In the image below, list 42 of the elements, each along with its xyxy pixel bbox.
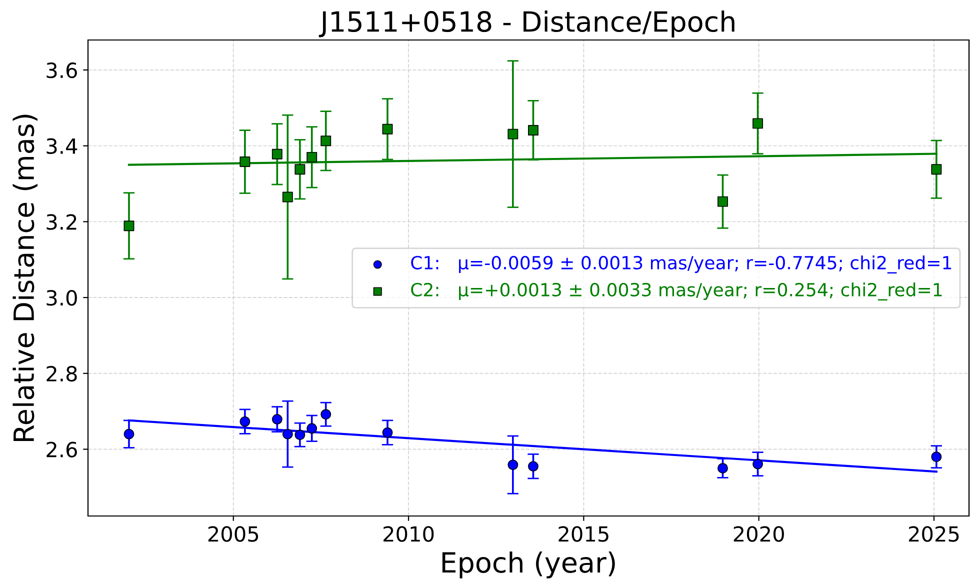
y-tick-label: 3.2 (46, 214, 76, 230)
point (528, 461, 538, 472)
point (718, 196, 728, 207)
point (320, 136, 332, 146)
point (272, 148, 282, 160)
point (306, 152, 318, 162)
x-tick-label: 2005 (208, 526, 258, 542)
y-tick-label: 3.4 (46, 138, 78, 154)
point (752, 118, 763, 129)
point (240, 416, 250, 427)
point (306, 423, 318, 434)
y-axis-title: Relative Distance (mas) (12, 114, 38, 441)
point (382, 427, 393, 438)
point (718, 462, 728, 474)
x-tick-label: 2015 (558, 526, 608, 542)
x-axis-title: Epoch (year) (442, 551, 615, 578)
point (272, 414, 282, 425)
point (294, 164, 306, 175)
point (931, 164, 942, 175)
y-tick-label: 3.0 (46, 290, 77, 306)
point (752, 458, 763, 470)
y-tick-label: 2.8 (46, 366, 77, 382)
y-tick-label: 2.6 (46, 442, 77, 458)
point (282, 428, 293, 440)
point (282, 192, 293, 202)
point (931, 452, 942, 462)
point (508, 128, 518, 140)
point (124, 220, 134, 232)
point (508, 460, 518, 470)
chart-title: J1511+0518 - Distance/Epoch (318, 10, 734, 38)
legend-label: C2: μ=+0.0013 ± 0.0033 mas/year; r=0.254; chi2_red=1 (411, 282, 942, 300)
y-tick-label: 3.6 (46, 62, 77, 78)
x-tick-label: 2025 (908, 526, 959, 542)
point (124, 428, 134, 440)
point (528, 125, 538, 136)
x-tick-label: 2010 (384, 526, 434, 542)
point (240, 156, 250, 167)
point (294, 430, 306, 440)
point (320, 409, 332, 420)
x-tick-label: 2020 (734, 526, 784, 542)
legend-label: C1: μ=-0.0059 ± 0.0013 mas/year; r=-0.7745; chi2_red=1 (411, 256, 952, 274)
point (382, 124, 393, 134)
